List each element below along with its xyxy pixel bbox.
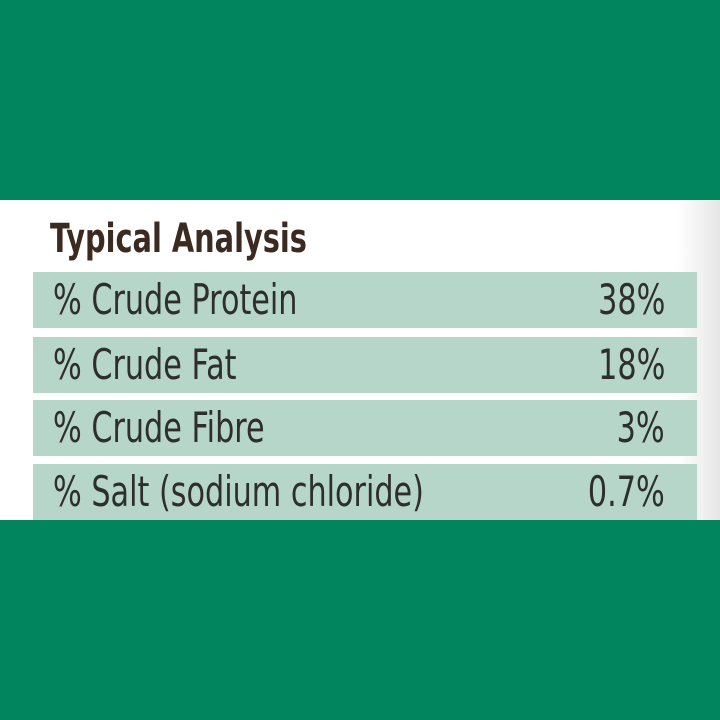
nutrient-name: % Crude Protein [53, 275, 298, 324]
table-row: % Crude Fibre 3% [33, 400, 697, 456]
nutrient-name: % Salt (sodium chloride) [53, 467, 424, 516]
table-row: % Crude Protein 38% [33, 272, 697, 328]
nutrient-name: % Crude Fat [53, 340, 237, 389]
nutrient-value: 18% [597, 340, 665, 389]
table-row: % Salt (sodium chloride) 0.7% [33, 464, 697, 520]
table-row: % Crude Fat 18% [33, 337, 697, 393]
nutrient-value: 3% [617, 403, 665, 452]
nutrient-name: % Crude Fibre [53, 403, 265, 452]
analysis-panel: Typical Analysis % Crude Protein 38%% Cru… [0, 200, 720, 520]
nutrient-value: 0.7% [588, 467, 665, 516]
nutrient-value: 38% [597, 275, 665, 324]
title: Typical Analysis [50, 216, 307, 262]
